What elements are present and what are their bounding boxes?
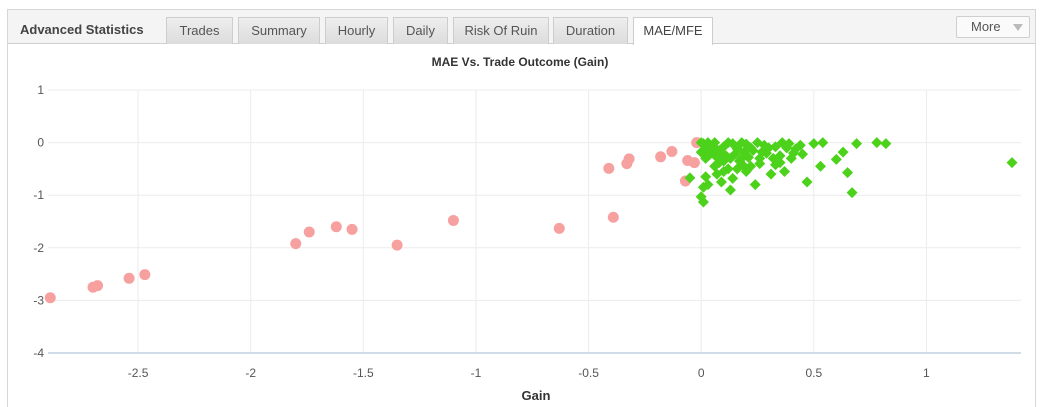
win-point	[797, 148, 809, 160]
win-point	[851, 138, 863, 150]
win-point	[754, 158, 766, 170]
loss-point	[123, 272, 135, 284]
win-point	[700, 171, 712, 183]
win-point	[738, 160, 750, 172]
y-axis-ticks: 1 0 -1 -2 -3 -4	[33, 83, 44, 360]
loss-point	[603, 162, 615, 174]
win-point	[781, 142, 793, 154]
win-point	[747, 144, 759, 156]
loss-point	[666, 146, 678, 158]
win-point	[788, 147, 800, 159]
loss-point	[139, 269, 151, 281]
loss-point	[447, 214, 459, 226]
loss-point	[391, 239, 403, 251]
win-point	[709, 142, 721, 154]
chart-title: MAE Vs. Trade Outcome (Gain)	[432, 55, 609, 69]
y-tick-label: 0	[37, 136, 44, 150]
win-point	[837, 146, 849, 158]
win-point	[808, 138, 820, 150]
y-tick-label: -1	[33, 188, 44, 202]
win-point	[684, 172, 696, 184]
win-point	[745, 160, 757, 172]
win-point	[751, 137, 763, 149]
win-point	[871, 137, 883, 149]
win-point	[718, 155, 730, 167]
chevron-down-icon	[1013, 24, 1023, 31]
x-tick-label: 0	[698, 366, 705, 380]
win-point	[846, 187, 858, 199]
win-point	[697, 196, 709, 208]
tab-bar: Advanced Statistics Trades Summary Hourl…	[8, 10, 1035, 45]
win-point	[695, 137, 707, 149]
y-tick-label: -2	[33, 241, 44, 255]
tab-trades[interactable]: Trades	[166, 17, 233, 44]
x-tick-label: 1	[923, 366, 930, 380]
win-point	[774, 157, 786, 169]
tab-hourly[interactable]: Hourly	[325, 17, 388, 44]
loss-point	[303, 226, 315, 238]
win-point	[729, 148, 741, 160]
win-point	[1006, 157, 1018, 169]
win-point	[724, 184, 736, 196]
loss-point	[553, 222, 565, 234]
y-tick-label: 1	[37, 83, 44, 97]
win-point	[830, 153, 842, 165]
win-point	[769, 141, 781, 153]
x-axis-label: Gain	[522, 388, 551, 403]
loss-point	[623, 153, 635, 165]
loss-point	[655, 151, 667, 163]
win-point	[742, 151, 754, 163]
loss-point	[607, 211, 619, 223]
data-points	[44, 137, 1018, 304]
loss-point	[346, 223, 358, 235]
chart-grid	[48, 89, 1021, 354]
win-point	[763, 142, 775, 154]
more-label: More	[971, 19, 1001, 34]
panel-title: Advanced Statistics	[20, 22, 144, 37]
win-point	[801, 176, 813, 188]
y-tick-label: -3	[33, 293, 44, 307]
more-dropdown[interactable]: More	[956, 16, 1030, 38]
tab-summary[interactable]: Summary	[238, 17, 320, 44]
win-point	[794, 139, 806, 151]
loss-point	[290, 238, 302, 250]
loss-point	[92, 280, 104, 292]
x-tick-label: -0.5	[578, 366, 599, 380]
loss-point	[688, 157, 700, 169]
tab-daily[interactable]: Daily	[393, 17, 448, 44]
tab-duration[interactable]: Duration	[553, 17, 628, 44]
win-point	[880, 138, 892, 150]
x-tick-label: -2.5	[128, 366, 149, 380]
win-point	[727, 172, 739, 184]
tab-risk-of-ruin[interactable]: Risk Of Ruin	[453, 17, 549, 44]
win-point	[722, 163, 734, 175]
x-tick-label: -2	[245, 366, 256, 380]
statistics-panel	[7, 9, 1036, 407]
loss-point	[330, 221, 342, 233]
tab-mae-mfe[interactable]: MAE/MFE	[633, 17, 713, 45]
x-tick-label: 0.5	[805, 366, 822, 380]
x-axis-ticks: -2.5 -2 -1.5 -1 -0.5 0 0.5 1	[128, 366, 930, 380]
y-tick-label: -4	[33, 346, 44, 360]
win-point	[765, 168, 777, 180]
win-point	[815, 160, 827, 172]
win-point	[749, 179, 761, 191]
win-point	[779, 166, 791, 178]
win-point	[817, 137, 829, 149]
loss-point	[44, 292, 56, 304]
win-point	[842, 167, 854, 179]
x-tick-label: -1	[471, 366, 482, 380]
win-point	[715, 176, 727, 188]
x-tick-label: -1.5	[353, 366, 374, 380]
win-point	[702, 179, 714, 191]
